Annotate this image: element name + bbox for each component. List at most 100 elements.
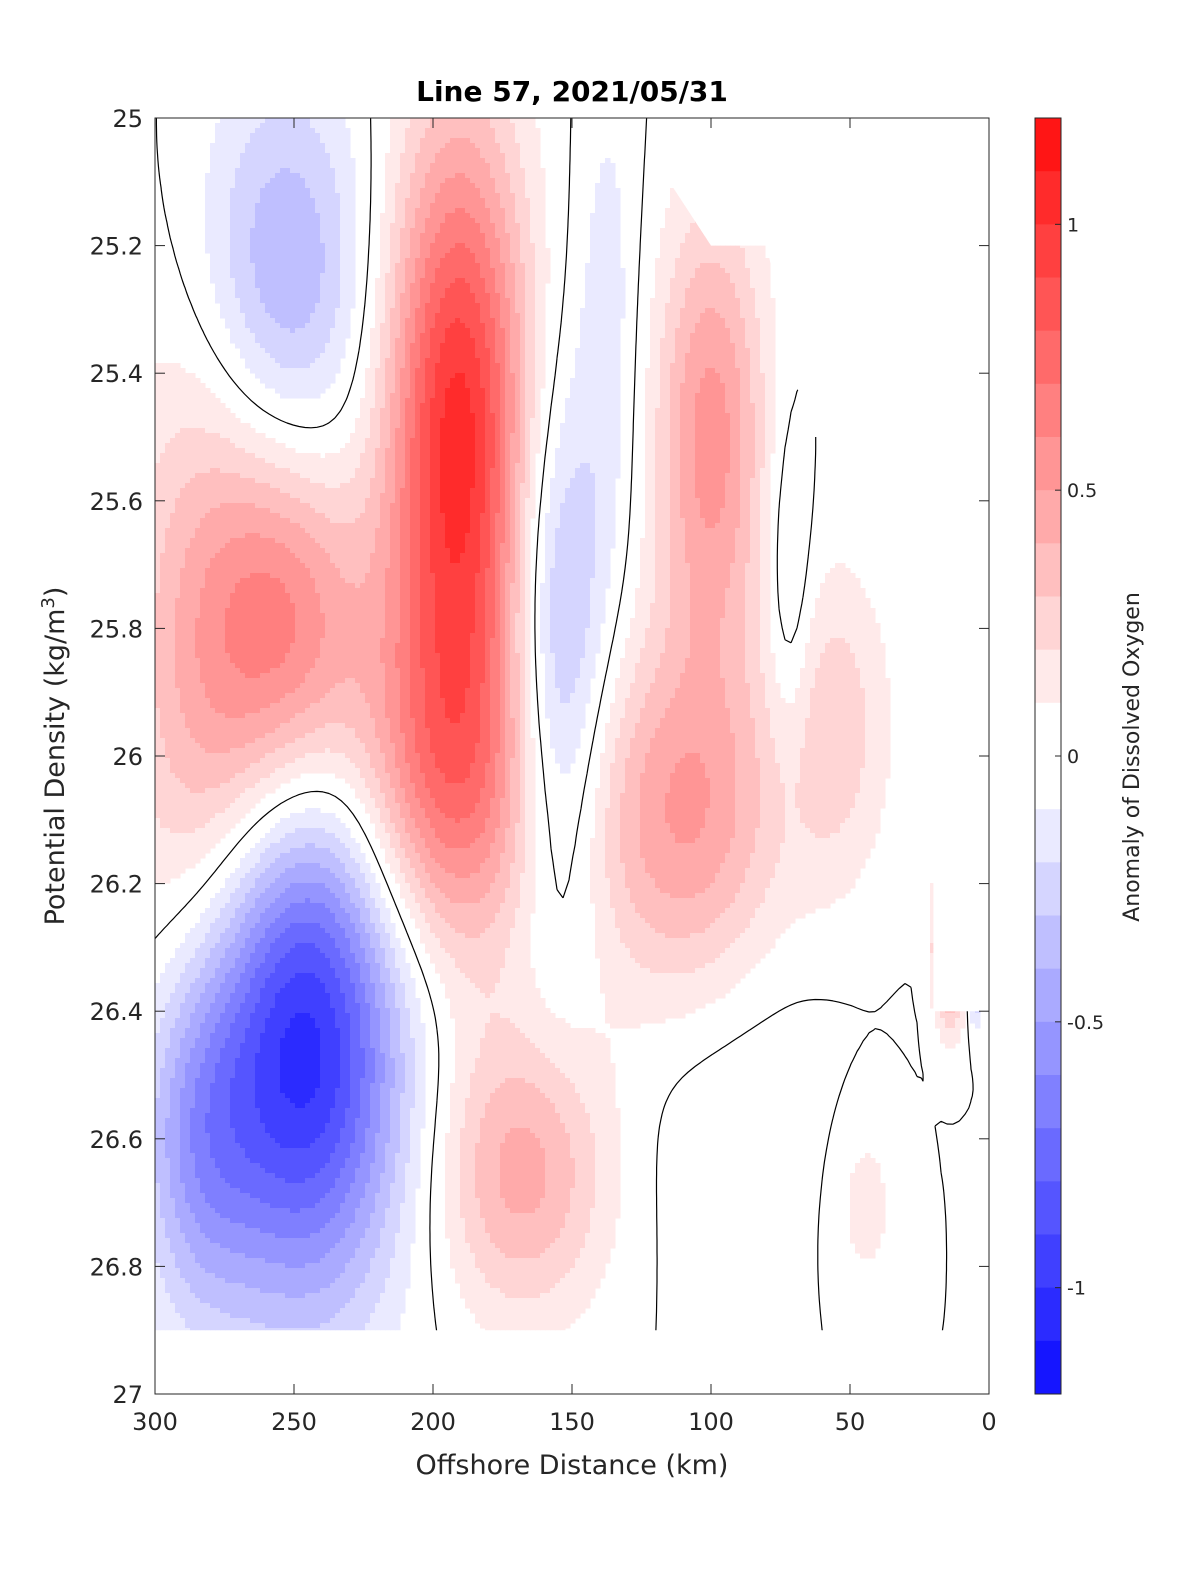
- field-cell: [375, 318, 381, 324]
- field-cell: [720, 263, 726, 269]
- field-cell: [445, 128, 451, 134]
- field-cell: [310, 173, 316, 179]
- field-cell: [185, 378, 191, 384]
- field-cell: [580, 343, 586, 349]
- field-cell: [690, 253, 696, 259]
- field-cell: [270, 348, 276, 354]
- field-cell: [410, 118, 416, 124]
- field-cell: [320, 333, 326, 339]
- field-cell: [585, 333, 591, 339]
- field-cell: [505, 188, 511, 194]
- field-cell: [415, 308, 421, 314]
- field-cell: [190, 378, 196, 384]
- field-cell: [375, 388, 381, 394]
- field-cell: [595, 288, 601, 294]
- field-cell: [490, 198, 496, 204]
- field-cell: [760, 243, 766, 249]
- field-cell: [310, 388, 316, 394]
- field-cell: [290, 378, 296, 384]
- field-cell: [610, 323, 616, 329]
- field-cell: [470, 313, 476, 319]
- field-cell: [730, 383, 736, 389]
- field-cell: [710, 353, 716, 359]
- field-cell: [700, 198, 706, 204]
- field-cell: [725, 318, 731, 324]
- field-cell: [610, 318, 616, 324]
- field-cell: [715, 178, 721, 184]
- field-cell: [255, 298, 261, 304]
- field-cell: [230, 203, 236, 209]
- field-cell: [410, 278, 416, 284]
- field-cell: [390, 363, 396, 369]
- field-cell: [610, 303, 616, 309]
- field-cell: [725, 198, 731, 204]
- field-cell: [745, 228, 751, 234]
- field-cell: [300, 348, 306, 354]
- field-cell: [250, 173, 256, 179]
- field-cell: [475, 308, 481, 314]
- field-cell: [220, 258, 226, 264]
- field-cell: [295, 393, 301, 399]
- field-cell: [470, 278, 476, 284]
- field-cell: [280, 128, 286, 134]
- field-cell: [760, 363, 766, 369]
- field-cell: [480, 348, 486, 354]
- field-cell: [275, 363, 281, 369]
- field-cell: [295, 133, 301, 139]
- field-cell: [225, 293, 231, 299]
- field-cell: [765, 348, 771, 354]
- field-cell: [745, 233, 751, 239]
- field-cell: [340, 253, 346, 259]
- field-cell: [440, 183, 446, 189]
- field-cell: [500, 273, 506, 279]
- field-cell: [225, 258, 231, 264]
- field-cell: [325, 123, 331, 129]
- field-cell: [600, 233, 606, 239]
- field-cell: [500, 283, 506, 289]
- field-cell: [345, 263, 351, 269]
- field-cell: [295, 118, 301, 124]
- field-cell: [425, 153, 431, 159]
- field-cell: [735, 178, 741, 184]
- field-cell: [610, 183, 616, 189]
- field-cell: [760, 238, 766, 244]
- field-cell: [510, 138, 516, 144]
- field-cell: [385, 313, 391, 319]
- field-cell: [460, 258, 466, 264]
- field-cell: [425, 348, 431, 354]
- field-cell: [330, 278, 336, 284]
- field-cell: [315, 238, 321, 244]
- field-cell: [575, 363, 581, 369]
- field-cell: [535, 408, 541, 414]
- field-cell: [350, 273, 356, 279]
- field-cell: [295, 288, 301, 294]
- field-cell: [415, 243, 421, 249]
- field-cell: [505, 158, 511, 164]
- field-cell: [490, 163, 496, 169]
- field-cell: [180, 368, 186, 374]
- field-cell: [290, 128, 296, 134]
- field-cell: [590, 303, 596, 309]
- field-cell: [230, 238, 236, 244]
- field-cell: [530, 313, 536, 319]
- field-cell: [410, 323, 416, 329]
- field-cell: [750, 358, 756, 364]
- field-cell: [345, 258, 351, 264]
- field-cell: [220, 118, 226, 124]
- field-cell: [235, 198, 241, 204]
- field-cell: [270, 193, 276, 199]
- field-cell: [380, 288, 386, 294]
- field-cell: [735, 168, 741, 174]
- field-cell: [265, 338, 271, 344]
- field-cell: [735, 198, 741, 204]
- field-cell: [515, 353, 521, 359]
- field-cell: [440, 383, 446, 389]
- field-cell: [695, 363, 701, 369]
- field-cell: [215, 273, 221, 279]
- field-cell: [205, 243, 211, 249]
- field-cell: [490, 388, 496, 394]
- field-cell: [330, 268, 336, 274]
- field-cell: [720, 393, 726, 399]
- field-cell: [420, 363, 426, 369]
- field-cell: [340, 268, 346, 274]
